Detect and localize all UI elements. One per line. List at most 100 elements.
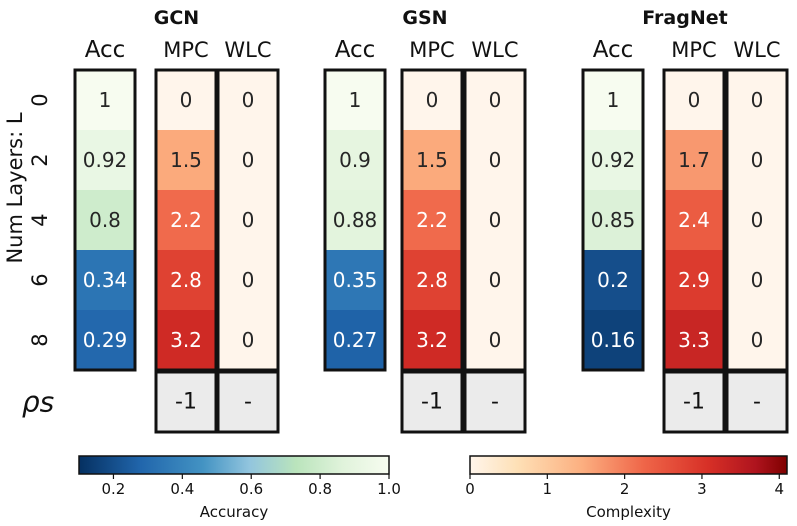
mpc-cell: [402, 190, 462, 250]
acc-cell: [583, 130, 643, 190]
acc-value-label: 0.88: [333, 208, 378, 232]
rho-mpc-value: -1: [421, 390, 443, 415]
rho-mpc-cell: [662, 370, 726, 434]
wlc-column-border: [463, 68, 527, 372]
rho-label: ρs: [22, 386, 54, 419]
wlc-value-label: 0: [489, 148, 502, 172]
rho-wlc-value: -: [244, 390, 252, 415]
acc-value-label: 0.92: [591, 148, 636, 172]
row-tick-label: 2: [28, 153, 52, 166]
wlc-cell: [218, 310, 278, 370]
wlc-value-label: 0: [489, 208, 502, 232]
wlc-value-label: 0: [751, 208, 764, 232]
acc-value-label: 0.8: [89, 208, 121, 232]
acc-value-label: 1: [349, 88, 362, 112]
rho-wlc-cell: [216, 370, 280, 434]
acc-cell: [75, 190, 135, 250]
wlc-cell: [465, 130, 525, 190]
mpc-value-label: 1.7: [678, 148, 710, 172]
wlc-cell: [727, 190, 787, 250]
row-tick-label: 4: [28, 213, 52, 226]
row-tick-label: 8: [28, 333, 52, 346]
complexity-colorbar-tick-label: 3: [697, 480, 707, 498]
mpc-value-label: 1.5: [170, 148, 202, 172]
wlc-column-border: [725, 68, 789, 372]
mpc-value-label: 2.8: [170, 268, 202, 292]
wlc-cell: [218, 190, 278, 250]
wlc-value-label: 0: [489, 88, 502, 112]
mpc-value-label: 0: [180, 88, 193, 112]
wlc-cell: [727, 70, 787, 130]
mpc-cell: [402, 310, 462, 370]
wlc-cell: [727, 130, 787, 190]
row-tick-label: 6: [28, 273, 52, 286]
rho-wlc-cell: [725, 370, 789, 434]
column-header: WLC: [733, 38, 780, 62]
acc-value-label: 1: [607, 88, 620, 112]
rho-mpc-value: -1: [175, 390, 197, 415]
wlc-cell: [218, 130, 278, 190]
mpc-value-label: 2.2: [416, 208, 448, 232]
complexity-colorbar-tick-label: 1: [543, 480, 553, 498]
mpc-cell: [156, 190, 216, 250]
complexity-colorbar-bar: [469, 455, 788, 475]
acc-column-border: [581, 68, 645, 372]
mpc-cell: [402, 250, 462, 310]
row-axis-label: Num Layers: L: [3, 112, 27, 263]
mpc-value-label: 3.2: [170, 328, 202, 352]
rho-wlc-cell: [463, 370, 527, 434]
acc-cell: [325, 70, 385, 130]
mpc-cell: [402, 70, 462, 130]
accuracy-colorbar-label: Accuracy: [200, 503, 269, 521]
row-tick-label: 0: [28, 93, 52, 106]
mpc-value-label: 0: [688, 88, 701, 112]
wlc-cell: [465, 310, 525, 370]
accuracy-colorbar-tick-label: 0.4: [170, 480, 194, 498]
acc-value-label: 0.9: [339, 148, 371, 172]
mpc-value-label: 1.5: [416, 148, 448, 172]
accuracy-colorbar-tick-label: 0.8: [308, 480, 332, 498]
mpc-cell: [156, 250, 216, 310]
mpc-cell: [664, 190, 724, 250]
acc-cell: [583, 310, 643, 370]
mpc-value-label: 2.9: [678, 268, 710, 292]
mpc-cell: [664, 250, 724, 310]
wlc-value-label: 0: [751, 268, 764, 292]
mpc-cell: [664, 130, 724, 190]
acc-cell: [583, 70, 643, 130]
rho-mpc-value: -1: [683, 390, 705, 415]
wlc-value-label: 0: [751, 88, 764, 112]
rho-mpc-cell: [154, 370, 218, 434]
accuracy-colorbar-bar: [78, 455, 390, 475]
mpc-value-label: 3.3: [678, 328, 710, 352]
mpc-value-label: 2.8: [416, 268, 448, 292]
mpc-cell: [402, 130, 462, 190]
acc-cell: [583, 190, 643, 250]
column-header: MPC: [163, 38, 208, 62]
column-header: WLC: [224, 38, 271, 62]
mpc-value-label: 2.2: [170, 208, 202, 232]
mpc-value-label: 0: [426, 88, 439, 112]
acc-cell: [75, 130, 135, 190]
mpc-column-border: [662, 68, 726, 372]
mpc-cell: [156, 70, 216, 130]
mpc-column-border: [154, 68, 218, 372]
column-header: WLC: [471, 38, 518, 62]
wlc-cell: [727, 310, 787, 370]
column-header: Acc: [335, 37, 376, 63]
column-header: Acc: [85, 37, 126, 63]
wlc-cell: [465, 190, 525, 250]
acc-column-border: [323, 68, 387, 372]
wlc-value-label: 0: [242, 88, 255, 112]
rho-wlc-value: -: [491, 390, 499, 415]
wlc-cell: [465, 70, 525, 130]
wlc-value-label: 0: [242, 328, 255, 352]
rho-wlc-value: -: [753, 390, 761, 415]
panel-title: GSN: [402, 7, 447, 29]
wlc-cell: [218, 70, 278, 130]
acc-cell: [325, 310, 385, 370]
wlc-value-label: 0: [242, 208, 255, 232]
acc-value-label: 0.85: [591, 208, 636, 232]
acc-value-label: 0.35: [333, 268, 378, 292]
acc-cell: [75, 70, 135, 130]
